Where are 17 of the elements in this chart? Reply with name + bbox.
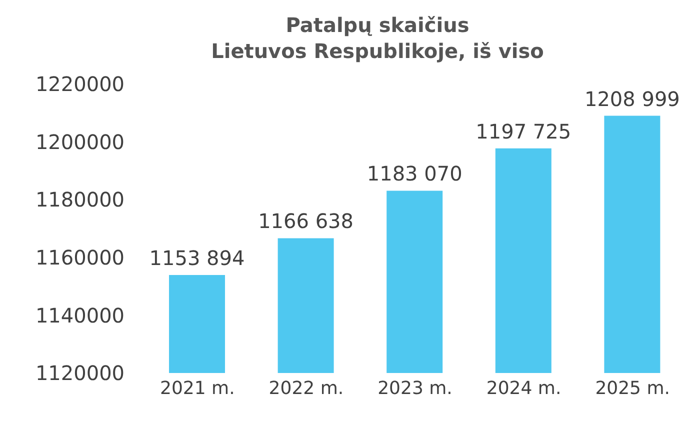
y-tick-label: 1160000: [35, 246, 125, 270]
data-label: 1197 725: [476, 119, 572, 144]
y-tick-label: 1180000: [35, 188, 125, 212]
data-label: 1153 894: [149, 246, 245, 270]
x-tick-label: 2023 m.: [378, 378, 452, 399]
y-tick-label: 1200000: [35, 130, 125, 154]
chart-title: Patalpų skaičius Lietuvos Respublikoje, iš viso: [210, 12, 545, 64]
data-label: 1208 999: [584, 86, 680, 111]
x-tick-label: 2025 m.: [595, 378, 670, 399]
x-tick-label: 2024 m.: [486, 378, 562, 399]
y-tick-label: 1220000: [35, 72, 125, 96]
y-tick-label: 1140000: [35, 303, 125, 328]
data-label: 1166 638: [258, 209, 354, 234]
data-label: 1183 070: [366, 162, 462, 186]
x-tick-label: 2022 m.: [268, 378, 344, 399]
x-tick-label: 2021 m.: [160, 378, 235, 399]
y-tick-label: 1120000: [35, 361, 125, 386]
